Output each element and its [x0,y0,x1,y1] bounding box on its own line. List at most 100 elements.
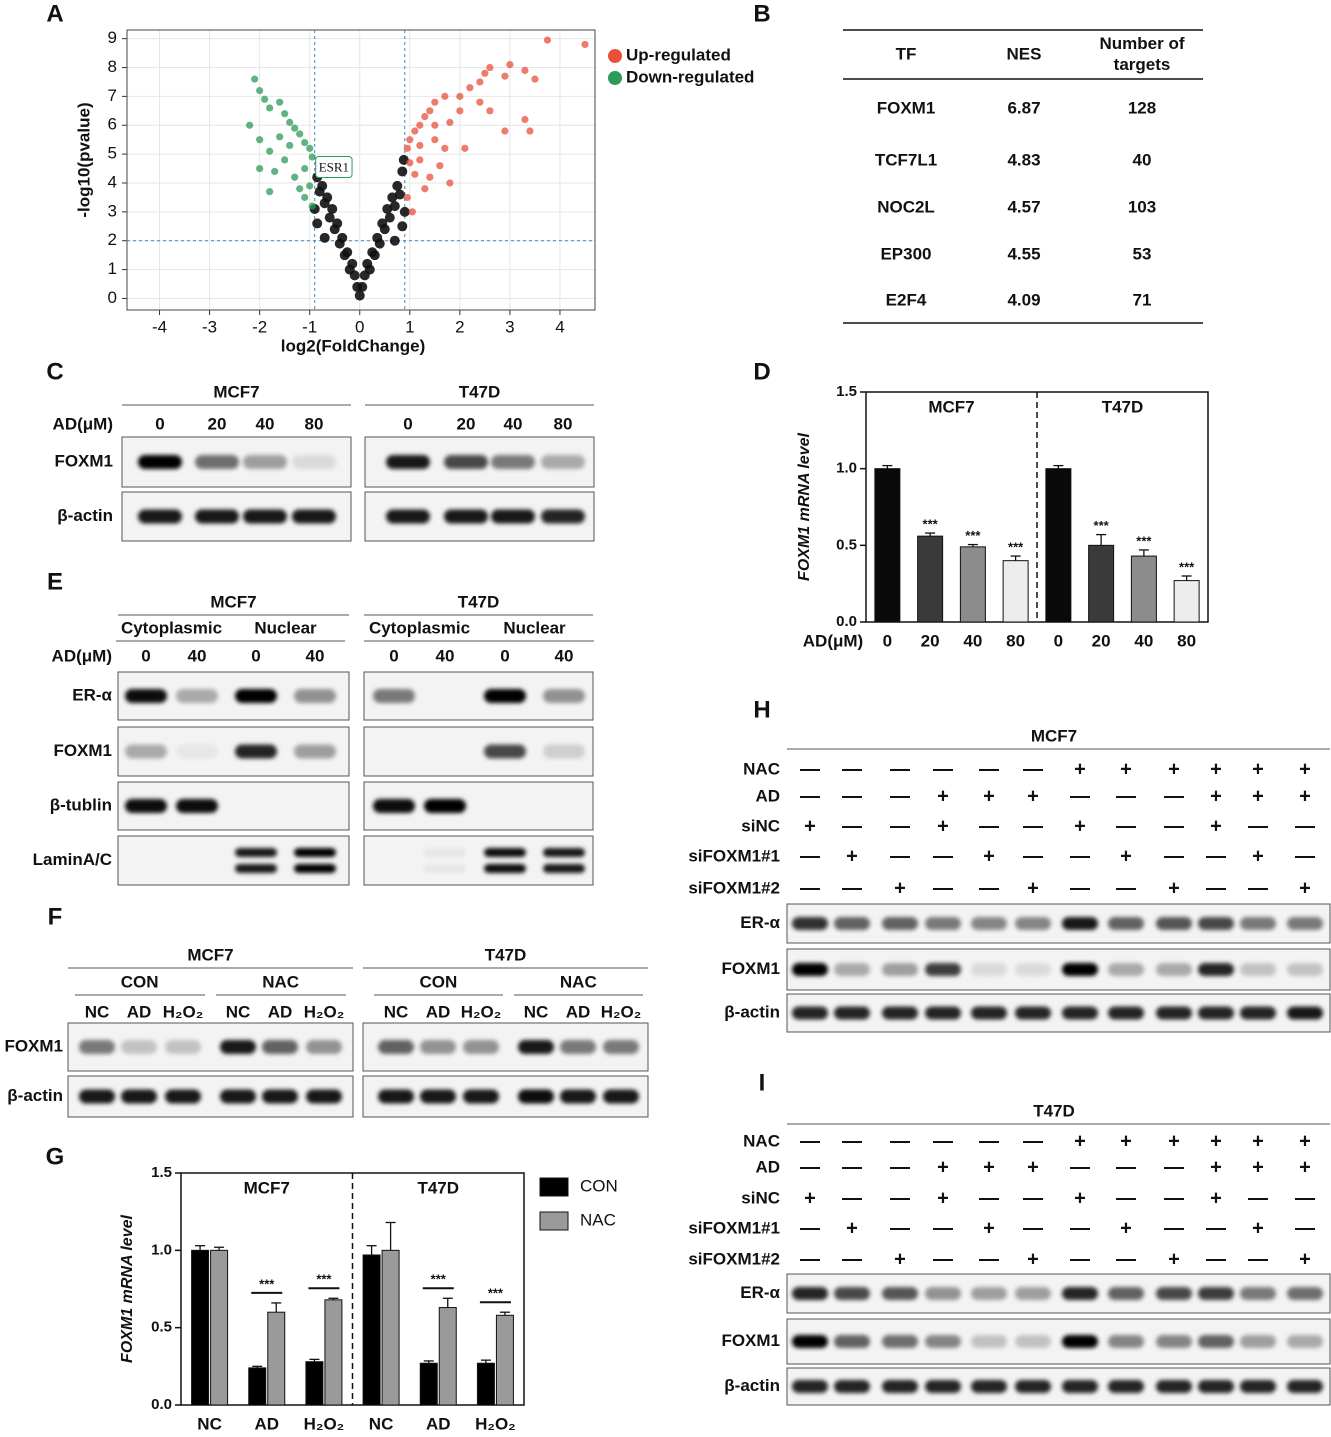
y-tick-label: 0 [108,288,117,307]
band [220,1040,256,1054]
point [286,141,294,150]
condition-sign: — [890,1217,910,1239]
point [426,107,434,115]
condition-sign: + [937,1187,949,1209]
condition-sign: + [1299,758,1311,780]
band [1015,1287,1051,1300]
band [1198,1380,1234,1393]
band [463,1089,499,1104]
lane-label: NC [226,1002,251,1021]
band [925,917,961,930]
lane-label: 80 [305,414,324,433]
subgroup-label: NAC [560,972,597,991]
y-tick-label: 0.0 [836,613,857,630]
condition-sign: + [983,845,995,867]
band [444,455,488,469]
band [603,1040,639,1054]
y-tick-label: 8 [108,57,117,76]
band [1108,1380,1144,1393]
legend-swatch [539,1177,569,1197]
condition-sign: — [933,1130,953,1152]
band [176,799,218,813]
band [235,799,277,813]
point [531,75,539,83]
lane-label: 0 [389,646,398,665]
point [286,118,294,126]
y-tick-label: 0.5 [151,1319,172,1336]
bar [1130,555,1157,623]
lane-label: NC [524,1002,549,1021]
row-label: LaminA/C [33,850,112,869]
band [373,848,415,857]
band [176,848,218,857]
condition-sign: — [1070,1156,1090,1178]
band [294,799,336,813]
condition-sign: — [1023,1217,1043,1239]
lane-label: 0 [141,646,150,665]
bar [917,535,944,623]
condition-sign: — [933,758,953,780]
legend-label: Down-regulated [626,67,754,86]
x-tick-label: 40 [963,631,982,650]
y-tick-label: 9 [108,28,117,47]
bar [959,546,986,623]
y-tick-label: 0.5 [836,536,857,553]
point [319,232,330,243]
band [541,509,585,524]
point [291,124,299,132]
row-label: β-actin [724,1002,780,1021]
band [1240,963,1276,976]
point [403,144,411,152]
table-header: NES [1007,44,1042,63]
condition-sign: + [1210,785,1222,807]
band [1240,1380,1276,1393]
band [1240,917,1276,930]
band [125,848,167,857]
band [882,1380,918,1393]
band [543,689,585,703]
y-tick-label: 1.5 [151,1164,172,1181]
y-tick-label: 6 [108,115,117,134]
band [792,1287,828,1300]
band [1287,1335,1323,1348]
point [308,202,316,210]
row-label: ER-α [740,913,780,932]
band [834,1380,870,1393]
point [399,206,410,217]
condition-sign: — [1070,877,1090,899]
bar [191,1249,210,1406]
condition-sign: + [1252,1130,1264,1152]
band [834,1006,870,1020]
band [262,1089,298,1104]
legend-label: Up-regulated [626,45,731,64]
y-tick-label: 5 [108,144,117,163]
band [484,689,526,703]
band [792,963,828,976]
point [276,133,284,141]
point [312,218,323,229]
x-tick-label: 80 [1177,631,1196,650]
band [543,744,585,759]
band [792,917,828,930]
table-cell: FOXM1 [877,98,936,117]
band [882,963,918,976]
band [1062,963,1098,976]
condition-sign: — [1295,845,1315,867]
blot-title: T47D [1033,1101,1075,1120]
panel-letter: D [753,358,770,385]
band [386,509,430,524]
point [406,159,414,167]
condition-sign: — [842,1156,862,1178]
row-label: β-tublin [50,795,112,814]
bar [1002,560,1029,623]
condition-sign: — [800,877,820,899]
cell-line-label: MCF7 [187,945,233,964]
condition-sign: + [894,1248,906,1270]
band [1156,963,1192,976]
legend-marker [608,49,622,63]
subgroup-label: NAC [262,972,299,991]
bar [438,1307,457,1406]
condition-sign: — [1295,1187,1315,1209]
point [408,208,416,216]
condition-sign: + [1168,877,1180,899]
